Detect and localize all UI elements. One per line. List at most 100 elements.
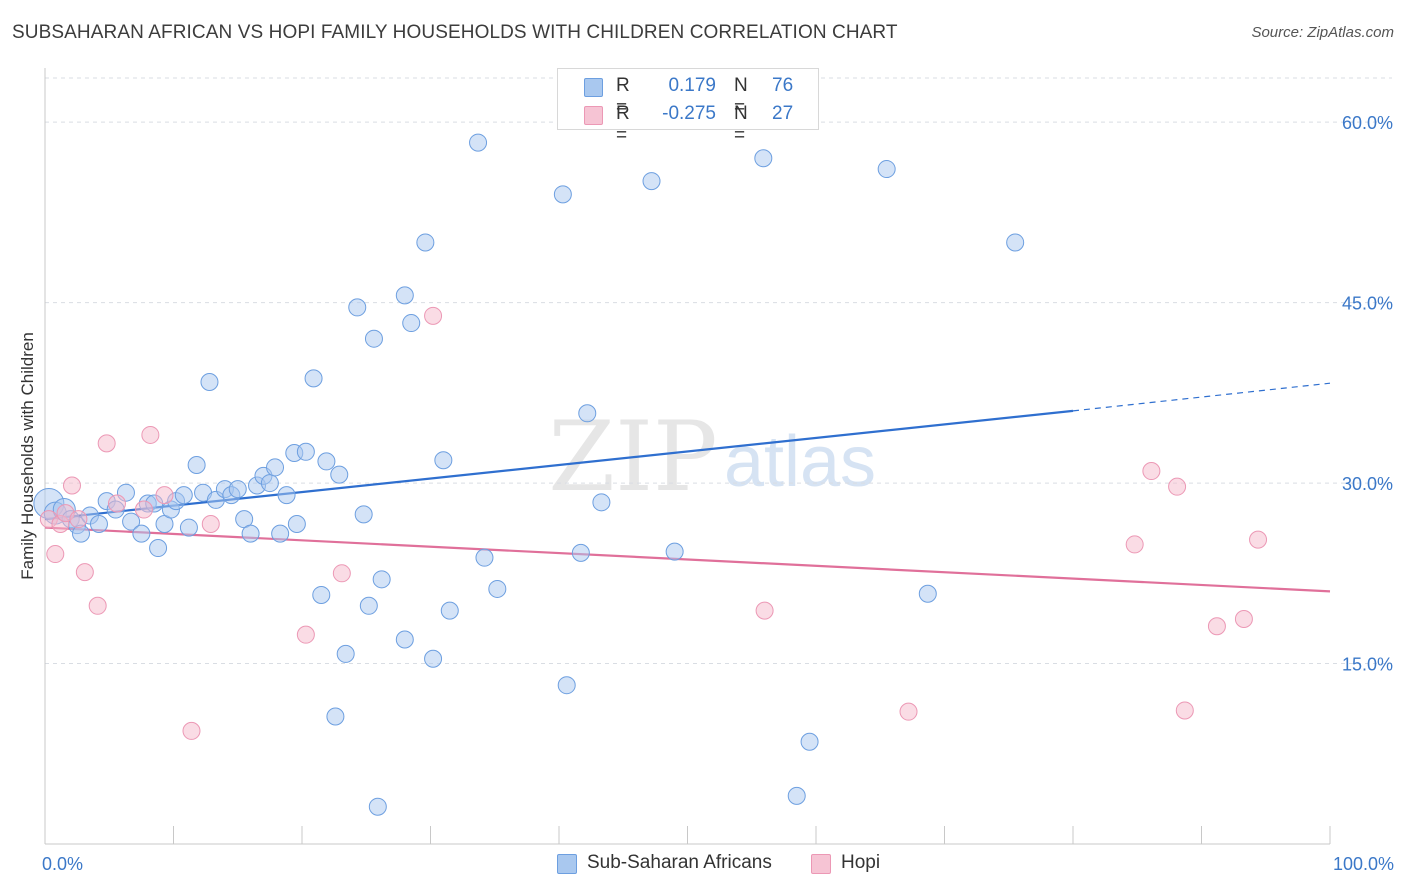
subsaharan-point bbox=[266, 458, 285, 477]
legend-r-label: R = bbox=[616, 103, 630, 146]
hopi-point bbox=[97, 434, 116, 453]
hopi-point bbox=[1207, 617, 1226, 636]
legend-n-value: 76 bbox=[772, 75, 794, 96]
subsaharan-point bbox=[553, 185, 572, 204]
subsaharan-point bbox=[557, 676, 576, 695]
subsaharan-point bbox=[800, 732, 819, 751]
subsaharan-point bbox=[665, 542, 684, 561]
subsaharan-point bbox=[277, 486, 296, 505]
stats-legend: R = 0.179 N = 76 R = -0.275 N = 27 bbox=[557, 68, 819, 146]
subsaharan-point bbox=[877, 160, 896, 179]
hopi-point bbox=[1249, 530, 1268, 549]
y-tick-label: 30.0% bbox=[1342, 474, 1393, 494]
data-points bbox=[33, 133, 1268, 816]
hopi-point bbox=[88, 596, 107, 615]
hopi-point bbox=[69, 510, 88, 529]
y-tick-label: 45.0% bbox=[1342, 294, 1393, 314]
hopi-point bbox=[201, 514, 220, 533]
legend-n-label: N = bbox=[734, 103, 748, 146]
chart-title: SUBSAHARAN AFRICAN VS HOPI FAMILY HOUSEH… bbox=[12, 22, 898, 43]
subsaharan-point bbox=[326, 707, 345, 726]
hopi-point bbox=[182, 721, 201, 740]
x-tick-label-max: 100.0% bbox=[1333, 854, 1394, 874]
subsaharan-point bbox=[149, 539, 168, 558]
hopi-point bbox=[1175, 701, 1194, 720]
legend-r-value: 0.179 bbox=[668, 75, 716, 96]
subsaharan-point bbox=[372, 570, 391, 589]
subsaharan-point bbox=[368, 797, 387, 816]
subsaharan-point bbox=[1006, 233, 1025, 252]
subsaharan-point bbox=[642, 172, 661, 191]
subsaharan-point bbox=[402, 314, 421, 333]
subsaharan-point bbox=[132, 524, 151, 543]
y-tick-label: 60.0% bbox=[1342, 113, 1393, 133]
hopi-point bbox=[424, 306, 443, 325]
subsaharan-trend-extension bbox=[1072, 382, 1331, 412]
subsaharan-point bbox=[918, 584, 937, 603]
subsaharan-point bbox=[578, 404, 597, 423]
subsaharan-point bbox=[364, 329, 383, 348]
hopi-point bbox=[1234, 610, 1253, 629]
subsaharan-point bbox=[469, 133, 488, 152]
subsaharan-point bbox=[787, 786, 806, 805]
gridlines bbox=[45, 77, 1392, 665]
hopi-point bbox=[332, 564, 351, 583]
subsaharan-point bbox=[395, 630, 414, 649]
subsaharan-point bbox=[241, 524, 260, 543]
subsaharan-point bbox=[296, 442, 315, 461]
subsaharan-point bbox=[89, 514, 108, 533]
source-label: Source: ZipAtlas.com bbox=[1251, 24, 1394, 41]
subsaharan-point bbox=[317, 452, 336, 471]
subsaharan-point bbox=[434, 451, 453, 470]
legend-n-label: N = bbox=[734, 75, 748, 118]
x-tick-label-min: 0.0% bbox=[42, 854, 83, 874]
subsaharan-point bbox=[754, 149, 773, 168]
subsaharan-point bbox=[488, 579, 507, 598]
subsaharan-point bbox=[336, 644, 355, 663]
subsaharan-point bbox=[228, 480, 247, 499]
hopi-point bbox=[899, 702, 918, 721]
bottom-legend-swatch-blue bbox=[557, 854, 577, 874]
hopi-point bbox=[296, 625, 315, 644]
legend-n-value: 27 bbox=[772, 103, 794, 124]
hopi-point bbox=[1142, 462, 1161, 481]
legend-swatch-pink bbox=[584, 106, 603, 125]
subsaharan-point bbox=[200, 373, 219, 392]
hopi-point bbox=[1125, 535, 1144, 554]
subsaharan-point bbox=[260, 474, 279, 493]
hopi-point bbox=[46, 545, 65, 564]
subsaharan-point bbox=[416, 233, 435, 252]
subsaharan-point bbox=[395, 286, 414, 305]
subsaharan-point bbox=[287, 514, 306, 533]
subsaharan-point bbox=[304, 369, 323, 388]
subsaharan-point bbox=[359, 596, 378, 615]
subsaharan-point bbox=[592, 493, 611, 512]
subsaharan-point bbox=[271, 524, 290, 543]
subsaharan-point bbox=[179, 518, 198, 537]
legend-r-value: -0.275 bbox=[662, 103, 716, 124]
subsaharan-point bbox=[571, 543, 590, 562]
subsaharan-point bbox=[354, 505, 373, 524]
subsaharan-point bbox=[174, 486, 193, 505]
bottom-legend-label: Hopi bbox=[841, 852, 881, 873]
subsaharan-point bbox=[187, 456, 206, 475]
hopi-point bbox=[1168, 477, 1187, 496]
y-tick-label: 15.0% bbox=[1342, 655, 1393, 675]
y-tick-labels: 15.0% 30.0% 45.0% 60.0% bbox=[1342, 113, 1393, 674]
axes bbox=[44, 68, 1331, 845]
subsaharan-point bbox=[424, 649, 443, 668]
bottom-legend-swatch-pink bbox=[811, 854, 831, 874]
bottom-legend-label: Sub-Saharan Africans bbox=[587, 852, 772, 873]
hopi-point bbox=[141, 425, 160, 444]
hopi-point bbox=[134, 500, 153, 519]
subsaharan-point bbox=[330, 465, 349, 484]
subsaharan-point bbox=[312, 585, 331, 604]
subsaharan-point bbox=[348, 298, 367, 317]
legend-swatch-blue bbox=[584, 78, 603, 97]
hopi-trend-line bbox=[44, 526, 1331, 593]
hopi-point bbox=[75, 563, 94, 582]
hopi-point bbox=[155, 486, 174, 505]
subsaharan-point bbox=[475, 548, 494, 567]
subsaharan-point bbox=[122, 512, 141, 531]
